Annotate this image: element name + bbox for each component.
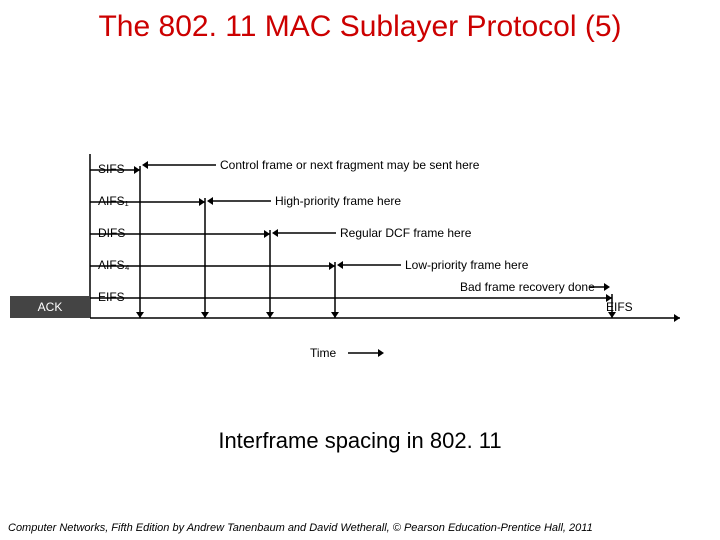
eifs-name-label: EIFS [606,300,633,314]
interval-desc-difs: Regular DCF frame here [340,226,471,240]
ack-block: ACK [10,296,90,318]
interval-desc-aifs1: High-priority frame here [275,194,401,208]
footer-citation: Computer Networks, Fifth Edition by Andr… [8,522,593,534]
interval-label-difs: DIFS [98,226,125,240]
interframe-spacing-diagram: ACK SIFSControl frame or next fragment m… [60,140,700,380]
diagram-svg [60,140,700,380]
interval-label-aifs1: AIFS₁ [98,194,129,208]
interval-desc-aifs4: Low-priority frame here [405,258,528,272]
page-title: The 802. 11 MAC Sublayer Protocol (5) [0,10,720,44]
figure-caption: Interframe spacing in 802. 11 [0,428,720,454]
interval-desc-sifs: Control frame or next fragment may be se… [220,158,479,172]
ack-label: ACK [38,300,63,314]
interval-label-aifs4: AIFS₄ [98,258,130,272]
interval-label-sifs: SIFS [98,162,125,176]
time-axis-label: Time [310,346,336,360]
interval-label-eifs: EIFS [98,290,125,304]
slide: The 802. 11 MAC Sublayer Protocol (5) AC… [0,0,720,540]
interval-desc-eifs: Bad frame recovery done [460,280,595,294]
